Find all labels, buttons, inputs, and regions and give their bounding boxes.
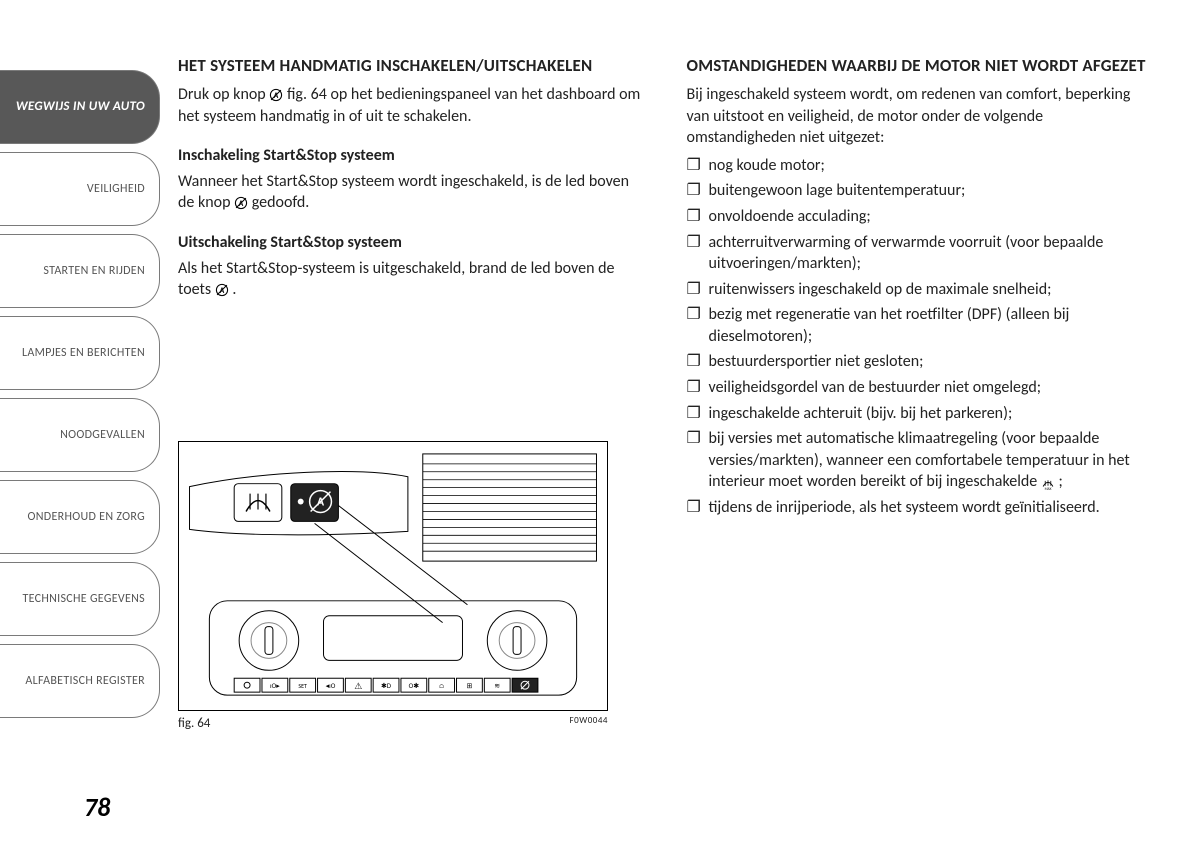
- tab-onderhoud[interactable]: ONDERHOUD EN ZORG: [0, 480, 160, 554]
- text: bezig met regeneratie van het roetfilter…: [709, 305, 1070, 346]
- sidebar-nav: WEGWIJS IN UW AUTO VEILIGHEID STARTEN EN…: [0, 0, 160, 845]
- figure-code: F0W0044: [570, 715, 608, 733]
- text: ingeschakelde achteruit (bijv. bij het p…: [709, 404, 1013, 423]
- svg-text:◂ıO: ◂ıO: [326, 681, 336, 690]
- startstop-icon: A: [269, 88, 283, 102]
- text: gedoofd.: [252, 193, 310, 212]
- svg-text:O✱: O✱: [409, 681, 420, 690]
- list-item-climate: bij versies met automatische klimaatrege…: [687, 428, 1156, 493]
- text: onvoldoende acculading;: [709, 207, 871, 226]
- list-item: buitengewoon lage buitentemperatuur;: [687, 180, 1156, 202]
- svg-text:⊞: ⊞: [467, 681, 473, 690]
- text: ruitenwissers ingeschakeld op de maximal…: [709, 280, 1052, 299]
- text: veiligheidsgordel van de bestuurder niet…: [709, 378, 1042, 397]
- list-item: bestuurdersportier niet gesloten;: [687, 351, 1156, 373]
- text: achterruitverwarming of verwarmde voorru…: [709, 233, 1104, 274]
- subheading-enable: Inschakeling Start&Stop systeem: [178, 145, 647, 167]
- list-item: bezig met regeneratie van het roetfilter…: [687, 304, 1156, 347]
- tab-label: VEILIGHEID: [87, 182, 145, 196]
- tab-noodgevallen[interactable]: NOODGEVALLEN: [0, 398, 160, 472]
- svg-text:ıO▸: ıO▸: [270, 681, 280, 690]
- figure-caption: fig. 64 F0W0044: [178, 711, 608, 733]
- svg-text:⌂: ⌂: [439, 682, 444, 690]
- tab-label: STARTEN EN RIJDEN: [43, 264, 145, 278]
- para-disable: Als het Start&Stop-systeem is uitgeschak…: [178, 258, 647, 301]
- list-item: nog koude motor;: [687, 155, 1156, 177]
- text: ;: [1058, 472, 1062, 491]
- startstop-icon: A: [215, 283, 229, 297]
- list-item: onvoldoende acculading;: [687, 206, 1156, 228]
- tab-label: ONDERHOUD EN ZORG: [28, 510, 145, 524]
- dashboard-illustration-icon: A: [179, 442, 607, 710]
- subheading-disable: Uitschakeling Start&Stop systeem: [178, 232, 647, 254]
- svg-text:MAX: MAX: [1044, 487, 1051, 490]
- startstop-icon: A: [234, 196, 248, 210]
- para-enable: Wanneer het Start&Stop systeem wordt ing…: [178, 171, 647, 214]
- defrost-max-icon: MAX: [1041, 476, 1055, 490]
- conditions-list: nog koude motor; buitengewoon lage buite…: [687, 155, 1156, 519]
- list-item: ingeschakelde achteruit (bijv. bij het p…: [687, 403, 1156, 425]
- tab-technische[interactable]: TECHNISCHE GEGEVENS: [0, 562, 160, 636]
- svg-text:SET: SET: [298, 682, 307, 690]
- svg-text:✱D: ✱D: [381, 681, 392, 690]
- heading-manual: HET SYSTEEM HANDMATIG INSCHAKELEN/UITSCH…: [178, 55, 647, 78]
- page-number: 78: [84, 791, 110, 823]
- para-intro: Druk op knop A fig. 64 op het bedienings…: [178, 84, 647, 127]
- figure-wrap: A: [178, 441, 647, 733]
- text: bestuurdersportier niet gesloten;: [709, 352, 924, 371]
- para-conditions-intro: Bij ingeschakeld systeem wordt, om reden…: [687, 84, 1156, 149]
- text: buitengewoon lage buitentemperatuur;: [709, 181, 966, 200]
- figure-label: fig. 64: [178, 715, 210, 733]
- tab-label: WEGWIJS IN UW AUTO: [16, 99, 145, 115]
- text: .: [232, 280, 236, 299]
- figure-64: A: [178, 441, 608, 711]
- tab-veiligheid[interactable]: VEILIGHEID: [0, 152, 160, 226]
- text: tijdens de inrijperiode, als het systeem…: [709, 498, 1100, 517]
- text: Als het Start&Stop-systeem is uitgeschak…: [178, 259, 614, 300]
- column-left: HET SYSTEEM HANDMATIG INSCHAKELEN/UITSCH…: [178, 55, 647, 845]
- tab-label: NOODGEVALLEN: [60, 428, 145, 442]
- column-right: OMSTANDIGHEDEN WAARBIJ DE MOTOR NIET WOR…: [687, 55, 1156, 845]
- page-content: HET SYSTEEM HANDMATIG INSCHAKELEN/UITSCH…: [160, 0, 1200, 845]
- tab-lampjes[interactable]: LAMPJES EN BERICHTEN: [0, 316, 160, 390]
- text: bij versies met automatische klimaatrege…: [709, 429, 1130, 491]
- list-item: ruitenwissers ingeschakeld op de maximal…: [687, 279, 1156, 301]
- heading-conditions: OMSTANDIGHEDEN WAARBIJ DE MOTOR NIET WOR…: [687, 55, 1156, 78]
- list-item: achterruitverwarming of verwarmde voorru…: [687, 232, 1156, 275]
- tab-label: ALFABETISCH REGISTER: [25, 674, 145, 688]
- tab-wegwijs[interactable]: WEGWIJS IN UW AUTO: [0, 70, 160, 144]
- text: nog koude motor;: [709, 156, 825, 175]
- svg-text:⚠: ⚠: [354, 681, 362, 692]
- text: Druk op knop: [178, 85, 269, 104]
- tab-label: LAMPJES EN BERICHTEN: [22, 346, 145, 360]
- tab-label: TECHNISCHE GEGEVENS: [22, 592, 145, 606]
- list-item: veiligheidsgordel van de bestuurder niet…: [687, 377, 1156, 399]
- tab-starten[interactable]: STARTEN EN RIJDEN: [0, 234, 160, 308]
- list-item: tijdens de inrijperiode, als het systeem…: [687, 497, 1156, 519]
- tab-register[interactable]: ALFABETISCH REGISTER: [0, 644, 160, 718]
- svg-text:≋: ≋: [494, 681, 500, 690]
